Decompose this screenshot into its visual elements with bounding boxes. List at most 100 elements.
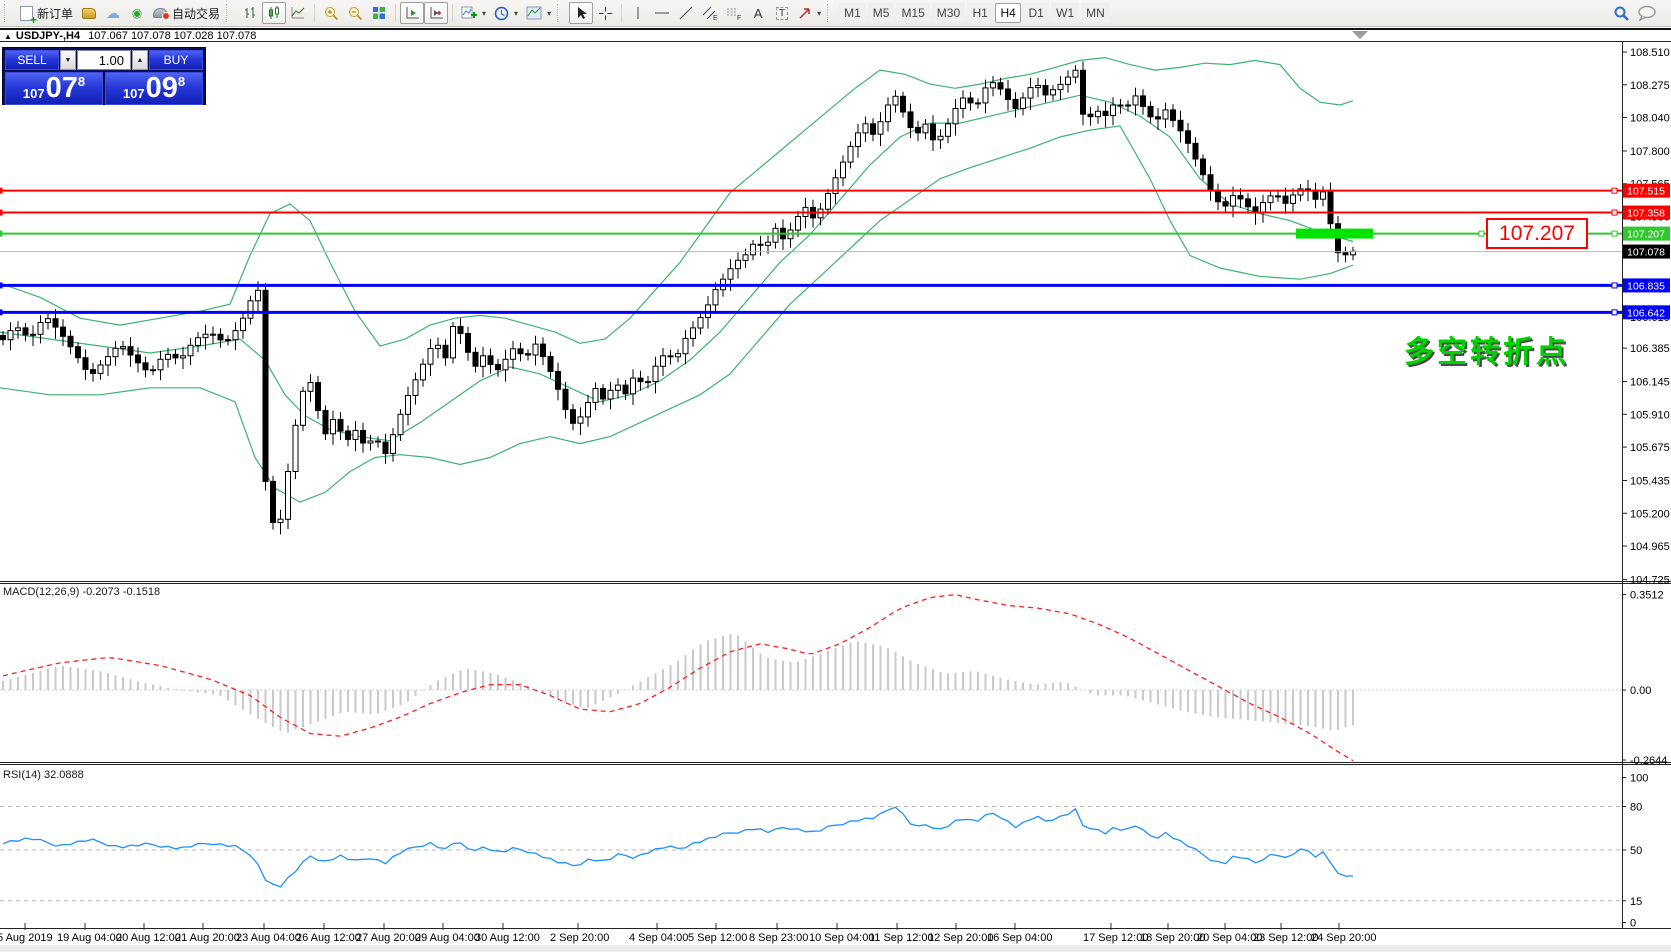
timeframe-button-m1[interactable]: M1 bbox=[839, 3, 866, 23]
candle bbox=[1230, 195, 1236, 207]
candle bbox=[97, 364, 104, 374]
candle bbox=[30, 333, 36, 336]
sell-price-display[interactable]: 107 07 8 bbox=[5, 72, 103, 105]
timeframe-button-d1[interactable]: D1 bbox=[1023, 3, 1050, 23]
candle bbox=[742, 254, 749, 261]
profiles-button[interactable] bbox=[77, 2, 101, 24]
candle bbox=[885, 104, 891, 123]
new-order-button[interactable]: + 新订单 bbox=[16, 2, 77, 26]
candle bbox=[1260, 202, 1266, 214]
candle bbox=[277, 518, 284, 524]
trendline-tool-button[interactable] bbox=[674, 2, 698, 24]
candle bbox=[1012, 98, 1019, 110]
new-order-label: 新订单 bbox=[37, 6, 74, 21]
candle bbox=[352, 430, 359, 440]
toolbar-grip bbox=[827, 4, 835, 22]
auto-scroll-button[interactable] bbox=[400, 2, 425, 24]
horizontal-line-tool-button[interactable] bbox=[650, 2, 674, 24]
chart-shift-button[interactable] bbox=[424, 2, 449, 24]
candle bbox=[975, 102, 981, 105]
collapse-panel-icon[interactable]: ▲ bbox=[4, 32, 12, 41]
buy-button[interactable]: BUY bbox=[149, 50, 203, 70]
line-handle[interactable] bbox=[1611, 187, 1618, 194]
equidistant-channel-tool-button[interactable]: E bbox=[698, 2, 722, 24]
signals-button[interactable]: ◉ bbox=[125, 2, 149, 24]
vertical-line-tool-button[interactable] bbox=[626, 2, 650, 24]
price-annotation-box[interactable]: 107.207 bbox=[1486, 218, 1588, 249]
autotrading-icon bbox=[153, 8, 171, 20]
price-badge bbox=[1623, 183, 1670, 198]
search-button[interactable] bbox=[1609, 2, 1634, 24]
crosshair-tool-button[interactable] bbox=[593, 2, 617, 24]
candle bbox=[795, 216, 801, 231]
timeframe-button-h1[interactable]: H1 bbox=[967, 3, 994, 23]
line-chart-button[interactable] bbox=[286, 2, 310, 24]
timeframe-button-w1[interactable]: W1 bbox=[1051, 3, 1080, 23]
timeframe-button-m15[interactable]: M15 bbox=[896, 3, 930, 23]
text-label-tool-button[interactable]: T bbox=[770, 2, 794, 24]
candle bbox=[907, 111, 914, 129]
candle bbox=[1125, 104, 1131, 107]
dropdown-caret-icon: ▾ bbox=[817, 8, 822, 18]
time-tick-label: 16 Sep 04:00 bbox=[987, 932, 1052, 944]
candle bbox=[495, 364, 501, 371]
zoom-in-button[interactable] bbox=[319, 2, 343, 24]
time-tick-label: 29 Aug 04:00 bbox=[415, 932, 480, 944]
rsi-tick-label: 50 bbox=[1630, 845, 1642, 857]
price-badge bbox=[1623, 278, 1670, 293]
candle bbox=[255, 289, 261, 302]
candle bbox=[652, 365, 659, 383]
volume-decrease-button[interactable]: ▼ bbox=[60, 50, 76, 70]
timeframe-button-h4[interactable]: H4 bbox=[995, 3, 1022, 23]
time-tick-label: 11 Sep 12:00 bbox=[869, 932, 934, 944]
highlight-zone[interactable] bbox=[1296, 228, 1373, 239]
chart-shift-marker-icon[interactable] bbox=[1352, 31, 1368, 39]
arrows-tool-button[interactable]: ▾ bbox=[794, 2, 825, 24]
turning-point-annotation[interactable]: 多空转折点 bbox=[1404, 336, 1569, 369]
periods-button[interactable]: ▾ bbox=[490, 2, 522, 24]
volume-input[interactable]: 1.00 bbox=[77, 50, 131, 70]
templates-button[interactable]: ▾ bbox=[522, 2, 555, 24]
autotrading-button[interactable]: 自动交易 bbox=[149, 2, 224, 24]
candle bbox=[982, 87, 989, 104]
sell-button[interactable]: SELL bbox=[5, 50, 59, 70]
buy-price-display[interactable]: 107 09 8 bbox=[105, 72, 203, 105]
candle bbox=[1207, 174, 1214, 191]
zoom-out-button[interactable] bbox=[343, 2, 367, 24]
tile-windows-button[interactable] bbox=[367, 2, 391, 24]
toolbar-grip bbox=[557, 4, 565, 22]
time-tick-label: 21 Aug 20:00 bbox=[175, 932, 240, 944]
line-handle[interactable] bbox=[1478, 230, 1485, 237]
fibonacci-tool-button[interactable]: F bbox=[722, 2, 746, 24]
price-tick-label: 106.385 bbox=[1630, 343, 1670, 355]
line-handle[interactable] bbox=[1611, 282, 1618, 289]
mql5-community-button[interactable]: ☁ bbox=[101, 2, 125, 24]
profile-icon bbox=[82, 7, 97, 19]
candle bbox=[105, 356, 111, 366]
candle bbox=[1275, 195, 1281, 198]
text-tool-button[interactable]: A bbox=[746, 2, 770, 24]
candle bbox=[480, 355, 486, 367]
candle bbox=[1200, 158, 1206, 176]
rsi-tick-label: 0 bbox=[1630, 918, 1636, 930]
candle bbox=[1222, 201, 1229, 207]
cursor-tool-button[interactable] bbox=[569, 2, 594, 24]
volume-increase-button[interactable]: ▲ bbox=[132, 50, 148, 70]
candle bbox=[502, 358, 509, 371]
timeframe-button-mn[interactable]: MN bbox=[1081, 3, 1110, 23]
chat-button[interactable] bbox=[1634, 2, 1661, 24]
indicators-icon bbox=[461, 6, 478, 18]
bar-chart-button[interactable] bbox=[238, 2, 262, 24]
candle bbox=[697, 317, 704, 329]
line-handle[interactable] bbox=[1611, 209, 1618, 216]
indicators-button[interactable]: ▾ bbox=[457, 2, 490, 24]
line-left-cap bbox=[0, 282, 3, 289]
timeframe-button-m30[interactable]: M30 bbox=[931, 3, 966, 23]
arrows-icon bbox=[799, 8, 810, 19]
candle bbox=[1095, 110, 1101, 118]
timeframe-button-m5[interactable]: M5 bbox=[867, 3, 895, 23]
candlestick-chart-button[interactable] bbox=[262, 2, 287, 24]
line-handle[interactable] bbox=[1611, 309, 1618, 316]
line-handle[interactable] bbox=[1611, 230, 1618, 237]
